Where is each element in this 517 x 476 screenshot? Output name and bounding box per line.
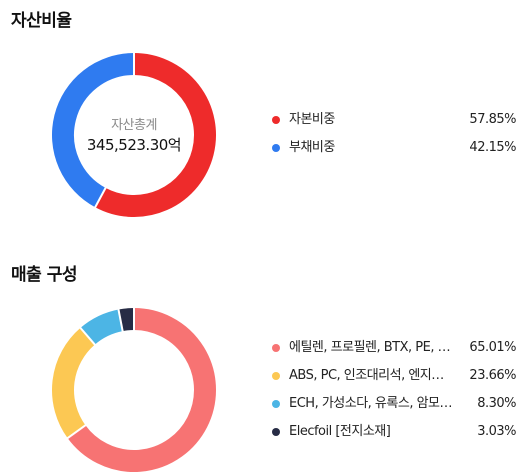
total-assets-caption: 자산총계	[111, 118, 157, 133]
asset-ratio-legend: 자본비중 57.85% 부채비중 42.15%	[272, 106, 516, 162]
legend-item-abs: ABS, PC, 인조대리석, 엔지… 23.66%	[272, 362, 516, 390]
ech-color-dot	[272, 400, 280, 408]
liability-percent: 42.15%	[469, 140, 516, 155]
sales-composition-slice-2	[80, 309, 124, 345]
asset-ratio-slice-1	[52, 53, 135, 208]
abs-percent: 23.66%	[469, 368, 516, 383]
legend-item-ech: ECH, 가성소다, 유록스, 암모… 8.30%	[272, 390, 516, 418]
sales-composition-title: 매출 구성	[11, 265, 77, 285]
asset-ratio-slice-separator-1	[93, 186, 107, 209]
liability-label: 부채비중	[289, 140, 335, 155]
petrochemical-label: 에틸렌, 프로필렌, BTX, PE, …	[289, 340, 451, 355]
sales-composition-donut-chart	[52, 307, 216, 472]
sales-composition-slice-3	[118, 308, 135, 332]
legend-item-equity: 자본비중 57.85%	[272, 106, 516, 134]
legend-item-petrochemical: 에틸렌, 프로필렌, BTX, PE, … 65.01%	[272, 334, 516, 362]
abs-label: ABS, PC, 인조대리석, 엔지…	[289, 368, 444, 383]
sales-composition-slice-separator-2	[79, 326, 97, 346]
equity-color-dot	[272, 116, 280, 124]
ech-percent: 8.30%	[477, 396, 516, 411]
sales-composition-slice-separator-1	[66, 423, 87, 440]
liability-color-dot	[272, 144, 280, 152]
elecfoil-color-dot	[272, 428, 280, 436]
petrochemical-percent: 65.01%	[469, 340, 516, 355]
asset-ratio-slice-0	[95, 53, 216, 217]
legend-item-elecfoil: Elecfoil [전지소재] 3.03%	[272, 418, 516, 446]
sales-composition-slice-separator-3	[117, 308, 124, 333]
total-assets-value: 345,523.30억	[86, 136, 182, 154]
asset-ratio-title: 자산비율	[11, 11, 72, 31]
abs-color-dot	[272, 372, 280, 380]
sales-composition-legend: 에틸렌, 프로필렌, BTX, PE, … 65.01% ABS, PC, 인조…	[272, 334, 516, 446]
equity-percent: 57.85%	[469, 112, 516, 127]
sales-composition-slice-1	[52, 327, 96, 439]
ech-label: ECH, 가성소다, 유록스, 암모…	[289, 396, 453, 411]
equity-label: 자본비중	[289, 112, 335, 127]
asset-ratio-donut-chart	[52, 52, 216, 217]
elecfoil-percent: 3.03%	[477, 424, 516, 439]
legend-item-liability: 부채비중 42.15%	[272, 134, 516, 162]
petrochemical-color-dot	[272, 344, 280, 352]
sales-composition-slice-0	[67, 308, 216, 472]
elecfoil-label: Elecfoil [전지소재]	[289, 424, 391, 439]
